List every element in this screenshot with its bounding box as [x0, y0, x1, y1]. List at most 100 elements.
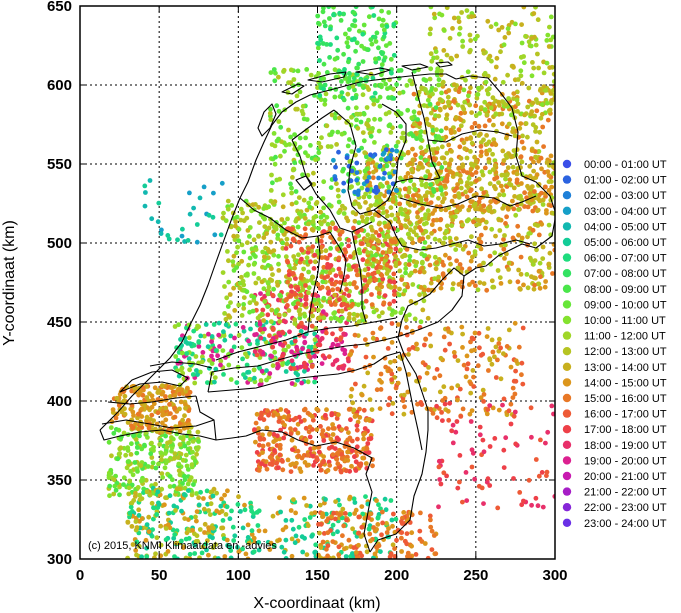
- lightning-point: [465, 69, 471, 75]
- lightning-point: [331, 157, 336, 163]
- lightning-point: [359, 392, 365, 398]
- lightning-point: [128, 452, 134, 457]
- lightning-point: [398, 225, 404, 231]
- lightning-point: [548, 179, 554, 185]
- lightning-point: [260, 307, 266, 313]
- lightning-point: [346, 59, 351, 65]
- lightning-point: [321, 315, 327, 321]
- lightning-point: [336, 255, 342, 261]
- lightning-point: [438, 217, 444, 222]
- lightning-point: [544, 469, 550, 475]
- lightning-point: [378, 387, 384, 392]
- lightning-point: [125, 520, 131, 525]
- lightning-point: [226, 258, 231, 264]
- lightning-point: [533, 154, 538, 160]
- lightning-point: [363, 238, 369, 244]
- lightning-point: [464, 498, 470, 503]
- lightning-point: [258, 414, 264, 420]
- lightning-point: [463, 374, 469, 380]
- lightning-point: [428, 280, 434, 286]
- lightning-point: [187, 190, 192, 196]
- lightning-point: [183, 405, 188, 411]
- lightning-point: [319, 361, 325, 366]
- lightning-point: [481, 392, 487, 397]
- lightning-point: [464, 366, 470, 372]
- lightning-point: [398, 310, 404, 316]
- lightning-point: [328, 316, 334, 321]
- lightning-point: [470, 368, 476, 373]
- lightning-point: [323, 412, 328, 418]
- lightning-point: [432, 276, 438, 281]
- lightning-point: [293, 200, 299, 206]
- lightning-point: [486, 86, 492, 92]
- lightning-point: [371, 245, 377, 251]
- lightning-point: [186, 527, 191, 532]
- lightning-point: [286, 127, 291, 133]
- lightning-point: [450, 217, 455, 223]
- lightning-point: [515, 109, 520, 114]
- lightning-point: [496, 27, 502, 33]
- lightning-point: [405, 389, 411, 395]
- lightning-point: [356, 82, 362, 87]
- lightning-point: [334, 337, 339, 343]
- lightning-point: [220, 518, 226, 523]
- lightning-point: [423, 336, 428, 342]
- lightning-point: [283, 142, 289, 148]
- lightning-point: [348, 351, 353, 357]
- lightning-point: [528, 43, 534, 49]
- lightning-point: [546, 108, 552, 114]
- lightning-point: [415, 210, 420, 215]
- lightning-point: [332, 67, 338, 73]
- lightning-point: [381, 58, 387, 63]
- lightning-point: [330, 422, 335, 427]
- lightning-point: [468, 339, 473, 345]
- lightning-point: [314, 200, 320, 205]
- lightning-point: [528, 156, 534, 161]
- lightning-point: [306, 344, 312, 350]
- lightning-point: [483, 225, 488, 231]
- lightning-point: [347, 281, 353, 287]
- lightning-point: [510, 198, 515, 204]
- lightning-point: [493, 199, 498, 205]
- lightning-point: [178, 399, 184, 405]
- lightning-point: [314, 301, 319, 306]
- lightning-point: [389, 411, 395, 417]
- haringvliet: [149, 361, 213, 369]
- lightning-point: [228, 300, 233, 305]
- legend-swatch: [562, 159, 572, 169]
- lightning-point: [512, 133, 518, 139]
- lightning-point: [544, 100, 550, 106]
- lightning-point: [424, 370, 430, 376]
- lightning-point: [303, 283, 308, 288]
- lightning-point: [419, 182, 425, 188]
- lightning-point: [346, 237, 351, 243]
- lightning-point: [331, 510, 336, 516]
- lightning-point: [133, 548, 139, 553]
- lightning-point: [487, 118, 492, 123]
- lightning-point: [339, 79, 344, 84]
- lightning-point: [394, 82, 399, 87]
- lightning-point: [249, 246, 255, 252]
- lightning-point: [425, 234, 431, 240]
- lightning-point: [135, 445, 140, 450]
- lightning-point: [116, 427, 122, 433]
- lightning-point: [214, 490, 220, 496]
- lightning-point: [476, 124, 482, 129]
- lightning-point: [485, 91, 491, 97]
- lightning-point: [397, 90, 403, 96]
- lightning-point: [283, 369, 289, 374]
- lightning-point: [429, 147, 435, 153]
- lightning-point: [427, 101, 433, 107]
- lightning-point: [379, 273, 385, 278]
- zeeland-islands: [119, 369, 189, 393]
- lightning-point: [440, 199, 445, 205]
- lightning-point: [176, 468, 182, 474]
- lightning-point: [482, 107, 488, 112]
- lightning-point: [317, 34, 323, 40]
- lightning-point: [374, 285, 380, 291]
- lightning-point: [469, 140, 475, 146]
- lightning-point: [270, 200, 276, 206]
- lightning-point: [495, 505, 501, 511]
- lightning-point: [156, 500, 161, 506]
- lightning-point: [354, 427, 360, 433]
